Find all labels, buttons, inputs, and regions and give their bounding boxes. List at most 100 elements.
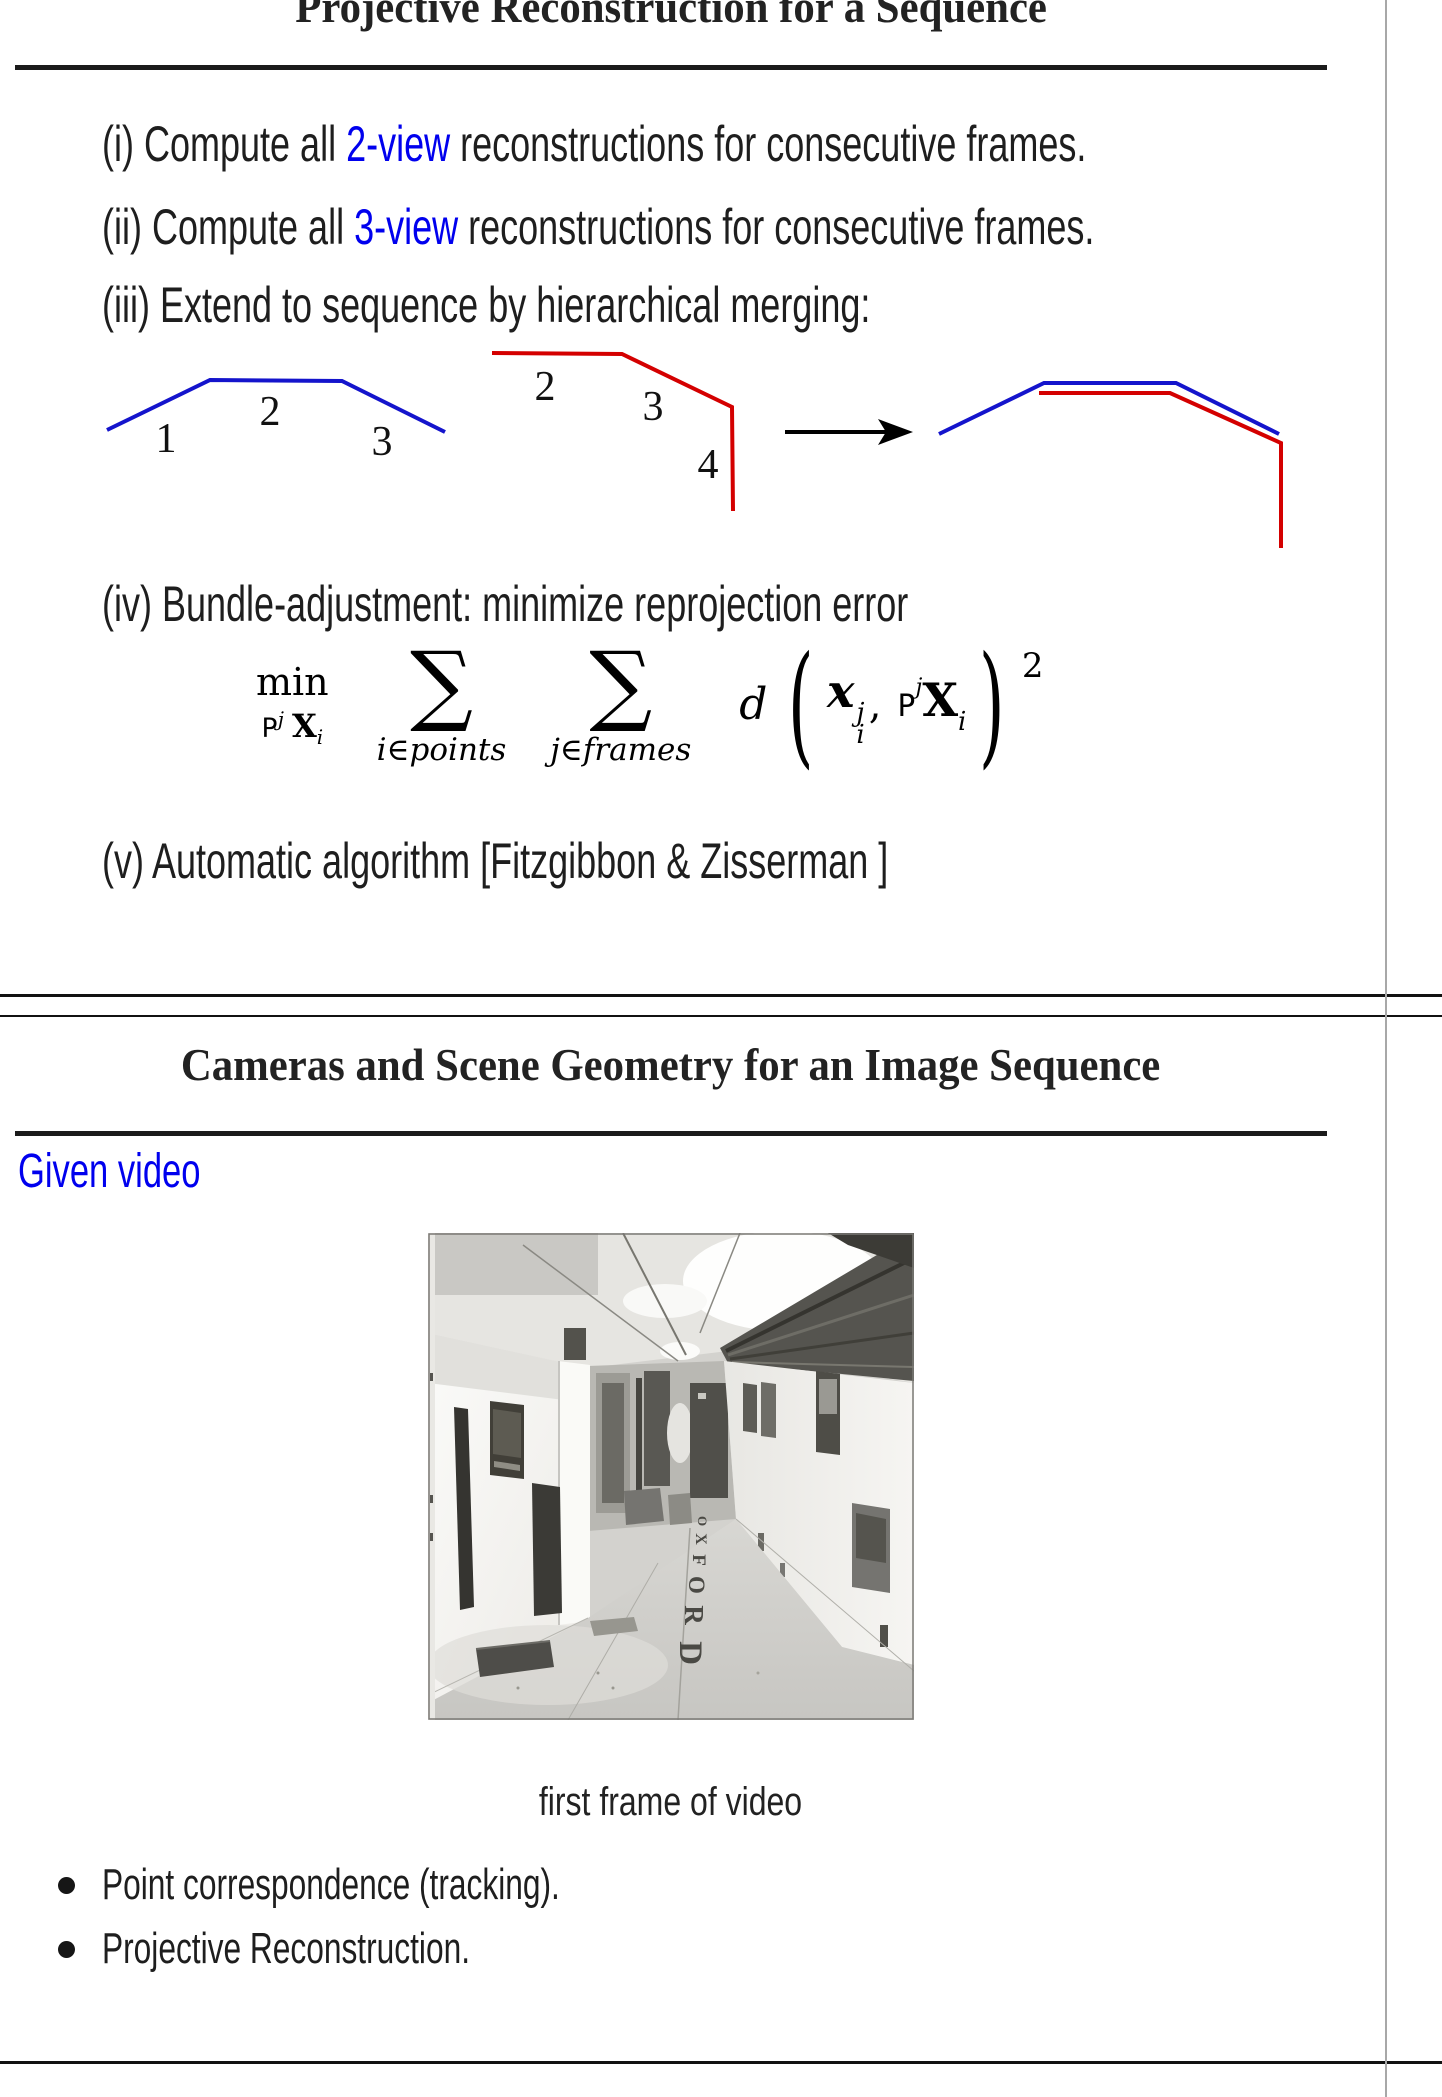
camera-sup: j — [277, 706, 284, 731]
list-item-i: (i) Compute all 2-view reconstructions f… — [102, 118, 1442, 170]
doormat — [476, 1641, 554, 1677]
ceiling-cable — [622, 1233, 687, 1356]
bullet-dot-icon — [58, 1877, 75, 1894]
projected-point: PjXi — [897, 673, 966, 737]
right-poster-image — [819, 1379, 837, 1414]
right-window — [743, 1383, 757, 1433]
film-mark — [430, 1533, 433, 1541]
film-edge — [428, 1233, 435, 1720]
point-sub: i — [316, 724, 324, 749]
sum-frames-range: j∈frames — [550, 731, 692, 768]
equipment-light — [698, 1393, 706, 1399]
right-window-2 — [761, 1382, 776, 1438]
right-poster-lower-image — [856, 1513, 886, 1563]
beam-line — [729, 1331, 914, 1361]
end-equipment — [690, 1383, 728, 1498]
item-i-pre: (i) Compute all — [102, 116, 347, 172]
big-x-symbol: X — [922, 672, 959, 727]
end-post — [636, 1378, 642, 1518]
film-mark — [430, 1373, 433, 1381]
film-mark — [430, 1495, 433, 1503]
slide2-title: Cameras and Scene Geometry for an Image … — [15, 1042, 1327, 1088]
slide1-title: Projective Reconstruction for a Sequence — [15, 0, 1327, 30]
slide2-top-border — [0, 1015, 1442, 1017]
merge-arrow-icon — [785, 419, 913, 445]
floor-letter: O — [695, 1516, 710, 1526]
bullet-dot-icon — [58, 1941, 75, 1958]
hanging-coat — [667, 1403, 693, 1463]
bullet-projective-reconstruction: Projective Reconstruction. — [58, 1924, 613, 1974]
list-item-v: (v) Automatic algorithm [Fitzgibbon & Zi… — [102, 835, 1194, 887]
sigma-icon: ∑ — [589, 632, 653, 735]
floor-letter: X — [692, 1533, 709, 1545]
distance-symbol: d — [739, 679, 768, 731]
p-symbol: P — [897, 688, 916, 724]
ceiling-light-2 — [623, 1284, 707, 1318]
ceiling-cable-3 — [699, 1233, 741, 1334]
floor-box-2 — [668, 1493, 692, 1525]
chain-label-4b: 4 — [698, 442, 719, 488]
pillar-top-box — [564, 1328, 586, 1360]
item-ii-highlight: 3-view — [354, 199, 459, 255]
slide1-bottom-border — [0, 994, 1442, 997]
list-item-iv: (iv) Bundle-adjustment: minimize reproje… — [102, 578, 1222, 630]
left-dark-panel — [532, 1483, 562, 1616]
x-sup: j — [856, 697, 865, 728]
given-video-text: Given video — [18, 1145, 201, 1198]
slide2-title-text: Cameras and Scene Geometry for an Image … — [181, 1039, 1161, 1090]
bullet-text: Point correspondence (tracking). — [102, 1860, 560, 1909]
floor-seam — [735, 1518, 914, 1672]
slide2-title-rule — [15, 1131, 1327, 1136]
beam-line — [731, 1361, 914, 1368]
x-sub: i — [856, 719, 865, 750]
floor-speck — [611, 1686, 615, 1690]
sum-over-frames: ∑ j∈frames — [550, 632, 692, 768]
ceiling-shadow — [428, 1233, 598, 1295]
blue-chain-123 — [106, 377, 446, 434]
bullet-point-correspondence: Point correspondence (tracking). — [58, 1860, 738, 1910]
bullet-text: Projective Reconstruction. — [102, 1924, 471, 1973]
left-dark-strip — [454, 1407, 474, 1610]
camera-symbol: P — [261, 712, 278, 744]
beam-corner — [828, 1233, 914, 1268]
red-chain-234 — [491, 351, 735, 512]
left-wall-shadow — [428, 1333, 588, 1403]
photo-caption-text: first frame of video — [539, 1780, 803, 1824]
photo-caption: first frame of video — [428, 1780, 914, 1825]
ceiling-cable-2 — [522, 1244, 679, 1362]
sigma-icon: ∑ — [410, 632, 473, 735]
item-v-text: (v) Automatic algorithm [Fitzgibbon & Zi… — [102, 833, 889, 889]
floor-letter: R — [679, 1605, 709, 1625]
sum-over-points: ∑ i∈points — [377, 632, 507, 768]
floor-letter: F — [688, 1554, 709, 1566]
doormat-edge — [475, 1640, 551, 1650]
squared-exponent: 2 — [1021, 645, 1044, 686]
slide2-bottom-border — [0, 2061, 1442, 2064]
left-poster-caption — [494, 1461, 520, 1471]
chain-label-3b: 3 — [643, 384, 664, 430]
floor-letter: O — [684, 1576, 709, 1594]
end-door — [602, 1383, 624, 1503]
chain-label-1: 1 — [156, 416, 177, 462]
chain-label-3: 3 — [372, 419, 393, 465]
x-symbol: x — [826, 663, 855, 718]
floor-seam — [677, 1527, 691, 1720]
p-sup: j — [915, 674, 923, 700]
list-item-ii: (ii) Compute all 3-view reconstructions … — [102, 201, 1442, 253]
item-ii-pre: (ii) Compute all — [102, 199, 355, 255]
item-i-highlight: 2-view — [346, 116, 451, 172]
beam-line — [725, 1256, 914, 1353]
floor-seam — [567, 1562, 659, 1720]
slide1-title-text: Projective Reconstruction for a Sequence — [295, 0, 1047, 32]
floor-speck — [516, 1686, 520, 1690]
corridor-photo: O X F O R D — [428, 1233, 914, 1720]
wall-mark — [758, 1533, 764, 1551]
beam-line — [727, 1293, 914, 1357]
floor-speck — [596, 1671, 600, 1675]
floor-oxford-text: O X F O R D — [672, 1516, 710, 1665]
small-rug — [590, 1617, 638, 1636]
merged-blue-chain — [938, 381, 1280, 436]
